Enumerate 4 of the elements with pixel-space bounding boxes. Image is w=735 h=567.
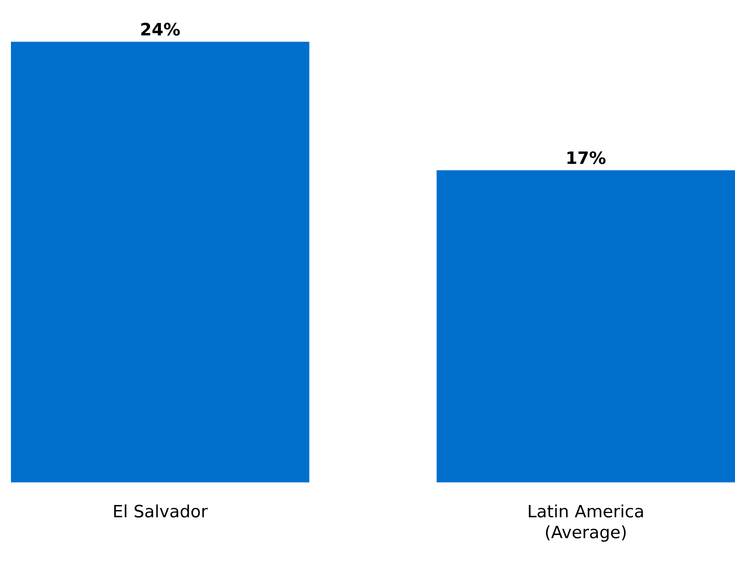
data-label: 24% xyxy=(141,22,180,36)
x-tick-label: Latin America (Average) xyxy=(528,504,643,542)
x-tick-label: El Salvador xyxy=(114,504,208,518)
data-label: 17% xyxy=(567,151,606,164)
